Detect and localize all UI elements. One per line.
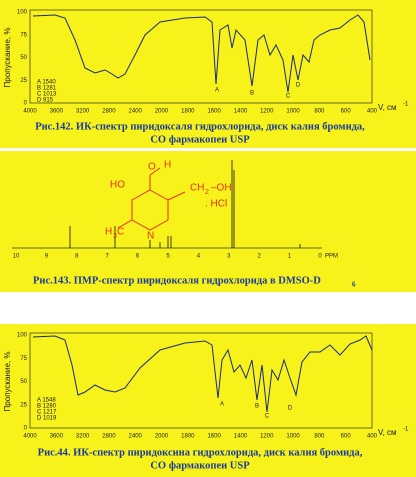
- spectrum: [32, 335, 373, 413]
- y-tick-label: 0: [24, 426, 28, 432]
- x-tick-label: 6: [136, 254, 140, 260]
- legend-entry: C 1217: [37, 410, 57, 416]
- legend-entry: D 915: [37, 98, 54, 104]
- legend-entry: D 1019: [37, 416, 57, 422]
- x-tick-label: 2000: [155, 109, 169, 115]
- structure: [117, 167, 186, 231]
- x-tick-label: 1800: [181, 109, 195, 115]
- legend-entry: A 1540: [37, 80, 56, 86]
- y-tick-label: 75: [20, 32, 27, 38]
- caption: Рис.44. ИК-спектр пиридоксина гидрохлори…: [38, 447, 363, 458]
- x-tick-label: 1800: [181, 434, 195, 440]
- x-axis-label-sup: -1: [403, 427, 409, 433]
- caption: СО фармакопеи USP: [150, 134, 250, 145]
- y-tick-label: 100: [17, 10, 28, 16]
- x-tick-label: 600: [341, 109, 352, 115]
- x-tick-label: 2800: [102, 434, 116, 440]
- structure-label: HO: [110, 180, 125, 191]
- peak-label: C: [286, 94, 291, 100]
- x-tick-label: 1600: [207, 434, 221, 440]
- x-tick-label: 10: [13, 254, 20, 260]
- x-tick-label: 3200: [76, 434, 90, 440]
- legend-entry: C 1013: [37, 92, 57, 98]
- x-axis-label: V, см: [378, 103, 397, 112]
- y-axis-label: Пропускание, %: [3, 352, 12, 412]
- structure-label: O: [148, 162, 156, 173]
- y-tick-label: 25: [20, 402, 27, 408]
- spectrum: [32, 14, 371, 93]
- x-tick-label: 7: [106, 254, 110, 260]
- nmr-spectrum: [69, 160, 301, 248]
- legend-entry: B 1280: [37, 404, 57, 410]
- structure-label: –OH: [211, 183, 232, 194]
- structure-label: H: [105, 227, 112, 238]
- x-tick-label: 400: [367, 109, 378, 115]
- y-tick-label: 25: [20, 78, 27, 84]
- structure-label: C: [117, 227, 124, 238]
- caption: Рис.142. ИК-спектр пиридоксаля гидрохлор…: [35, 121, 365, 132]
- peak-label: D: [296, 83, 301, 89]
- peak-label: A: [220, 402, 224, 408]
- plot-area: [29, 332, 373, 429]
- x-tick-label: 4000: [23, 434, 37, 440]
- structure-label: 3: [113, 233, 117, 240]
- x-tick-label: 1400: [234, 434, 248, 440]
- y-tick-label: 0: [24, 101, 28, 107]
- caption: Рис.143. ПМР-спектр пиридоксаля гидрохло…: [33, 275, 321, 286]
- x-tick-label: 2: [258, 254, 262, 260]
- y-tick-label: 75: [20, 356, 27, 362]
- x-tick-label: 2000: [155, 434, 169, 440]
- x-tick-label: 3200: [76, 109, 90, 115]
- plot-area: [29, 9, 373, 104]
- x-tick-label: 600: [341, 434, 352, 440]
- x-tick-label: 1200: [260, 109, 274, 115]
- x-axis-label-sup: -1: [403, 102, 409, 108]
- legend-entry: A 1548: [37, 398, 56, 404]
- x-tick-label: 8: [75, 254, 79, 260]
- peak-label: C: [265, 414, 270, 420]
- x-tick-label: 3: [227, 254, 231, 260]
- y-tick-label: 50: [20, 379, 27, 385]
- peak-label: B: [255, 404, 259, 410]
- x-tick-label: 2400: [129, 109, 143, 115]
- caption: СО фармакопеи USP: [150, 460, 250, 471]
- panel: [0, 324, 416, 477]
- x-tick-label: 3600: [50, 434, 64, 440]
- x-tick-label: 4: [197, 254, 201, 260]
- x-tick-label: 1200: [260, 434, 274, 440]
- x-tick-label: 1: [288, 254, 292, 260]
- legend-entry: B 1281: [37, 86, 57, 92]
- x-tick-label: 4000: [23, 109, 37, 115]
- y-tick-label: 100: [17, 333, 28, 339]
- x-axis-label: V, см: [378, 428, 397, 437]
- structure-label: H: [164, 160, 171, 171]
- x-tick-label: 400: [367, 434, 378, 440]
- x-axis-unit: PPM: [325, 254, 338, 260]
- x-tick-label: 1000: [286, 434, 300, 440]
- x-tick-label: 1400: [234, 109, 248, 115]
- panel: [0, 0, 416, 148]
- panel: [0, 151, 416, 292]
- x-tick-label: 5: [166, 254, 170, 260]
- y-axis-label: Пропускание, %: [3, 28, 12, 88]
- x-tick-label: 0: [318, 254, 322, 260]
- x-tick-label: 800: [314, 434, 325, 440]
- peak-label: A: [215, 88, 219, 94]
- x-tick-label: 2400: [129, 434, 143, 440]
- x-tick-label: 3600: [50, 109, 64, 115]
- structure-label: 2: [205, 189, 209, 196]
- x-tick-label: 1000: [286, 109, 300, 115]
- structure-label: . HCl: [205, 199, 227, 210]
- structure-label: CH: [190, 183, 204, 194]
- x-tick-label: 1600: [207, 109, 221, 115]
- peak-label: D: [288, 406, 293, 412]
- structure-label: N: [147, 231, 154, 242]
- x-tick-label: 800: [314, 109, 325, 115]
- caption-sub: 6: [352, 281, 356, 289]
- y-tick-label: 50: [20, 55, 27, 61]
- peak-label: B: [250, 91, 254, 97]
- x-tick-label: 9: [45, 254, 49, 260]
- x-tick-label: 2800: [102, 109, 116, 115]
